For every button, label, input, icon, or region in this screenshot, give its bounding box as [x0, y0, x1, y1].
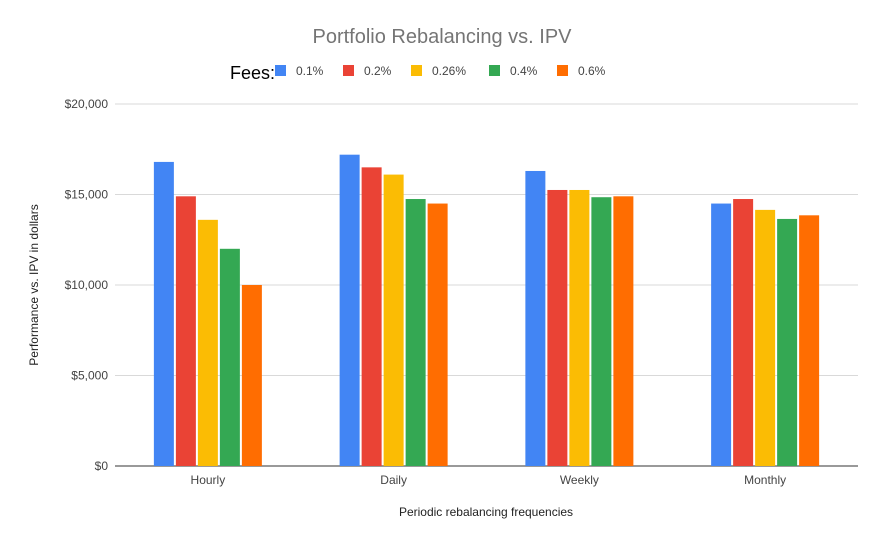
legend-label: 0.2% — [364, 64, 392, 78]
bar — [777, 218, 798, 466]
bar — [427, 203, 448, 467]
y-tick-label: $20,000 — [65, 97, 109, 111]
chart-title: Portfolio Rebalancing vs. IPV — [312, 26, 572, 48]
legend-swatch — [411, 65, 422, 76]
x-tick-label: Daily — [380, 473, 407, 487]
x-axis-label: Periodic rebalancing frequencies — [399, 505, 573, 519]
bar — [153, 161, 174, 467]
legend-label: 0.1% — [296, 64, 324, 78]
legend-label: 0.6% — [578, 64, 606, 78]
bar — [361, 167, 382, 466]
bar — [241, 285, 262, 466]
y-tick-label: $10,000 — [65, 278, 109, 292]
x-ticks: Hourly Daily Weekly Monthly — [191, 473, 787, 487]
x-tick-label: Monthly — [744, 473, 786, 487]
bar — [591, 197, 612, 466]
bar — [175, 196, 196, 466]
bar — [711, 203, 732, 467]
bar — [547, 189, 568, 466]
y-tick-label: $0 — [95, 459, 109, 473]
x-tick-label: Hourly — [191, 473, 226, 487]
y-tick-label: $15,000 — [65, 188, 109, 202]
y-axis-label: Performance vs. IPV in dollars — [27, 204, 41, 365]
x-tick-label: Weekly — [560, 473, 599, 487]
legend-swatch — [489, 65, 500, 76]
legend-swatch — [343, 65, 354, 76]
bar — [525, 170, 546, 466]
bar — [405, 199, 426, 466]
bar — [733, 199, 754, 466]
legend: 0.1% 0.2% 0.26% 0.4% 0.6% — [275, 64, 606, 78]
bar — [799, 215, 820, 466]
legend-swatch — [275, 65, 286, 76]
y-tick-label: $5,000 — [71, 369, 108, 383]
legend-title: Fees: — [230, 63, 275, 83]
legend-swatch — [557, 65, 568, 76]
bar — [383, 174, 404, 466]
bars — [153, 154, 820, 467]
bar — [755, 209, 776, 466]
legend-label: 0.26% — [432, 64, 466, 78]
legend-label: 0.4% — [510, 64, 538, 78]
bar — [219, 248, 240, 466]
bar — [569, 189, 590, 466]
bar — [339, 154, 360, 466]
bar — [197, 219, 218, 466]
bar — [613, 196, 634, 466]
